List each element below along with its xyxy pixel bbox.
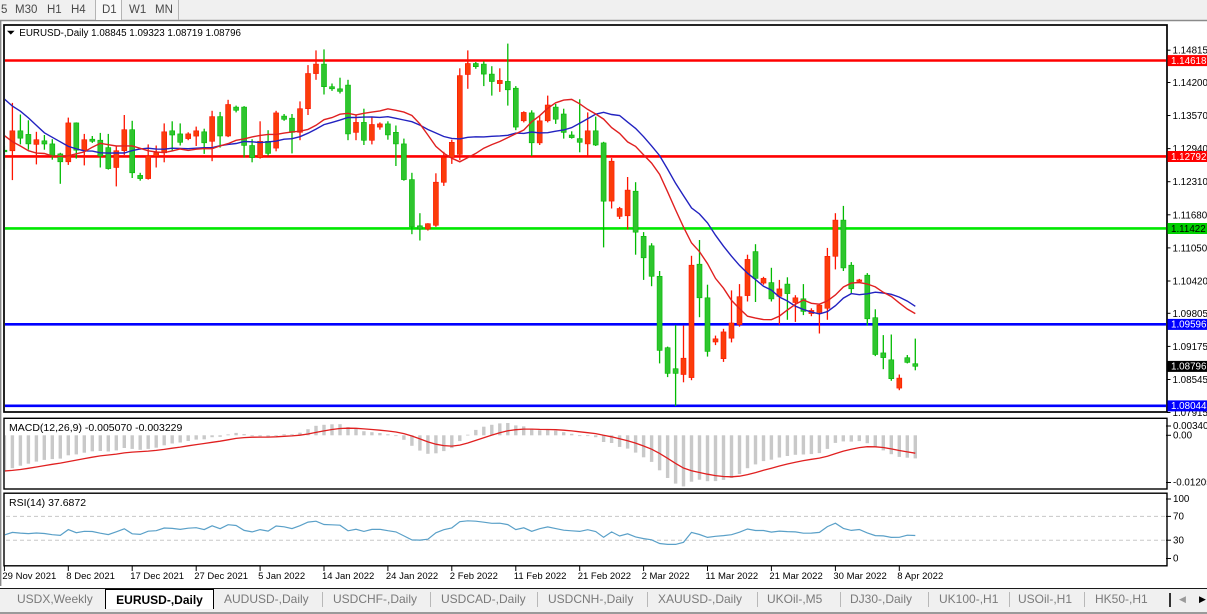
svg-text:MACD(12,26,9) -0.005070 -0.003: MACD(12,26,9) -0.005070 -0.003229 bbox=[9, 422, 183, 434]
svg-text:1.08545: 1.08545 bbox=[1173, 375, 1207, 386]
svg-text:1.11680: 1.11680 bbox=[1173, 210, 1207, 221]
svg-text:5 Jan 2022: 5 Jan 2022 bbox=[258, 571, 305, 582]
svg-text:11 Mar 2022: 11 Mar 2022 bbox=[706, 571, 759, 582]
svg-text:1.11050: 1.11050 bbox=[1173, 243, 1207, 254]
svg-text:1.08044: 1.08044 bbox=[1171, 401, 1207, 412]
svg-text:14 Jan 2022: 14 Jan 2022 bbox=[322, 571, 374, 582]
svg-text:100: 100 bbox=[1173, 494, 1190, 505]
svg-text:8 Dec 2021: 8 Dec 2021 bbox=[66, 571, 115, 582]
svg-text:8 Apr 2022: 8 Apr 2022 bbox=[897, 571, 943, 582]
svg-text:1.12940: 1.12940 bbox=[1173, 144, 1207, 155]
svg-text:1.08796: 1.08796 bbox=[1171, 362, 1207, 373]
svg-text:1.14815: 1.14815 bbox=[1173, 46, 1207, 57]
svg-text:1.14200: 1.14200 bbox=[1173, 78, 1207, 89]
svg-text:21 Mar 2022: 21 Mar 2022 bbox=[769, 571, 822, 582]
svg-text:1.09596: 1.09596 bbox=[1171, 320, 1207, 331]
svg-text:0: 0 bbox=[1173, 554, 1179, 565]
svg-text:70: 70 bbox=[1173, 512, 1184, 523]
svg-text:1.07915: 1.07915 bbox=[1173, 408, 1207, 419]
svg-text:27 Dec 2021: 27 Dec 2021 bbox=[194, 571, 248, 582]
svg-text:1.10420: 1.10420 bbox=[1173, 277, 1207, 288]
svg-text:1.09805: 1.09805 bbox=[1173, 309, 1207, 320]
svg-text:0.003408: 0.003408 bbox=[1173, 421, 1207, 432]
svg-text:1.14618: 1.14618 bbox=[1171, 56, 1207, 67]
svg-text:RSI(14) 37.6872: RSI(14) 37.6872 bbox=[9, 497, 86, 509]
svg-text:1.11422: 1.11422 bbox=[1171, 224, 1206, 235]
svg-text:-0.012059: -0.012059 bbox=[1173, 478, 1207, 489]
svg-text:24 Jan 2022: 24 Jan 2022 bbox=[386, 571, 438, 582]
svg-text:1.09175: 1.09175 bbox=[1173, 342, 1207, 353]
svg-text:29 Nov 2021: 29 Nov 2021 bbox=[2, 571, 56, 582]
svg-text:EURUSD-,Daily 1.08845 1.09323: EURUSD-,Daily 1.08845 1.09323 1.08719 1.… bbox=[19, 28, 241, 39]
svg-text:1.12792: 1.12792 bbox=[1171, 152, 1206, 163]
svg-text:30: 30 bbox=[1173, 535, 1184, 546]
svg-text:30 Mar 2022: 30 Mar 2022 bbox=[833, 571, 886, 582]
svg-text:0.00: 0.00 bbox=[1173, 431, 1193, 442]
svg-text:11 Feb 2022: 11 Feb 2022 bbox=[514, 571, 567, 582]
svg-text:1.12310: 1.12310 bbox=[1173, 177, 1207, 188]
svg-text:2 Mar 2022: 2 Mar 2022 bbox=[642, 571, 690, 582]
svg-text:21 Feb 2022: 21 Feb 2022 bbox=[578, 571, 631, 582]
svg-text:17 Dec 2021: 17 Dec 2021 bbox=[130, 571, 184, 582]
svg-text:2 Feb 2022: 2 Feb 2022 bbox=[450, 571, 498, 582]
svg-text:1.13570: 1.13570 bbox=[1173, 111, 1207, 122]
